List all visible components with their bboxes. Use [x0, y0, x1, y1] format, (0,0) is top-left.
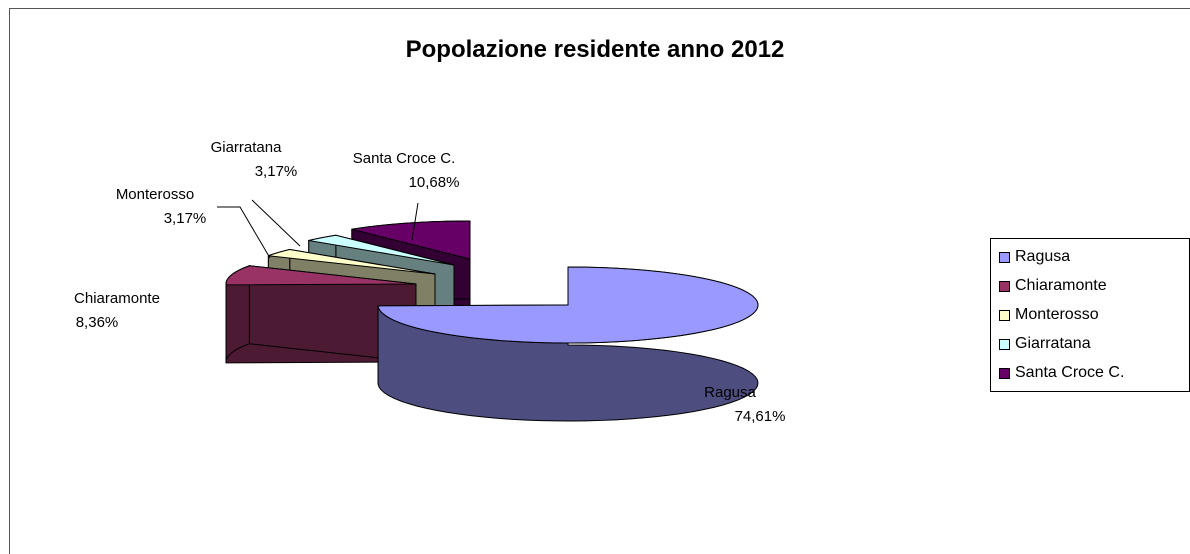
legend-swatch — [999, 280, 1010, 292]
legend-item: Santa Croce C. — [999, 361, 1124, 385]
legend-item: Monterosso — [999, 303, 1099, 327]
legend-item: Ragusa — [999, 245, 1070, 269]
leader-line — [251, 199, 301, 247]
legend-label: Santa Croce C. — [1015, 364, 1125, 381]
slice-label-value: 3,17% — [255, 163, 298, 180]
legend-label: Ragusa — [1015, 248, 1071, 265]
slice-label-value: 3,17% — [164, 210, 207, 227]
slice-label-value: 10,68% — [409, 174, 460, 191]
legend-label: Giarratana — [1015, 335, 1091, 352]
slice-label-name: Chiaramonte — [74, 290, 160, 307]
legend-swatch — [999, 309, 1010, 321]
chart-title: Popolazione residente anno 2012 — [405, 36, 785, 63]
legend-swatch — [999, 367, 1010, 379]
legend-label: Monterosso — [1015, 306, 1099, 323]
legend-swatch — [999, 251, 1010, 263]
pie-slice-chiaramonte — [225, 265, 417, 364]
legend-label: Chiaramonte — [1015, 277, 1107, 294]
leader-line — [411, 202, 419, 241]
legend-item: Chiaramonte — [999, 274, 1107, 298]
slice-label-name: Giarratana — [211, 139, 283, 156]
legend: Ragusa Chiaramonte Monterosso Giarratana San… — [990, 238, 1190, 392]
pie-slice-ragusa — [377, 266, 759, 422]
slice-label-name: Monterosso — [116, 186, 194, 203]
slice-label-name: Santa Croce C. — [353, 150, 456, 167]
legend-swatch — [999, 338, 1010, 350]
chart-frame — [9, 8, 1190, 554]
slice-label-value: 8,36% — [76, 314, 119, 331]
slice-label-name: Ragusa — [704, 384, 756, 401]
leader-line — [217, 206, 271, 259]
legend-item: Giarratana — [999, 332, 1091, 356]
slice-label-value: 74,61% — [735, 408, 786, 425]
